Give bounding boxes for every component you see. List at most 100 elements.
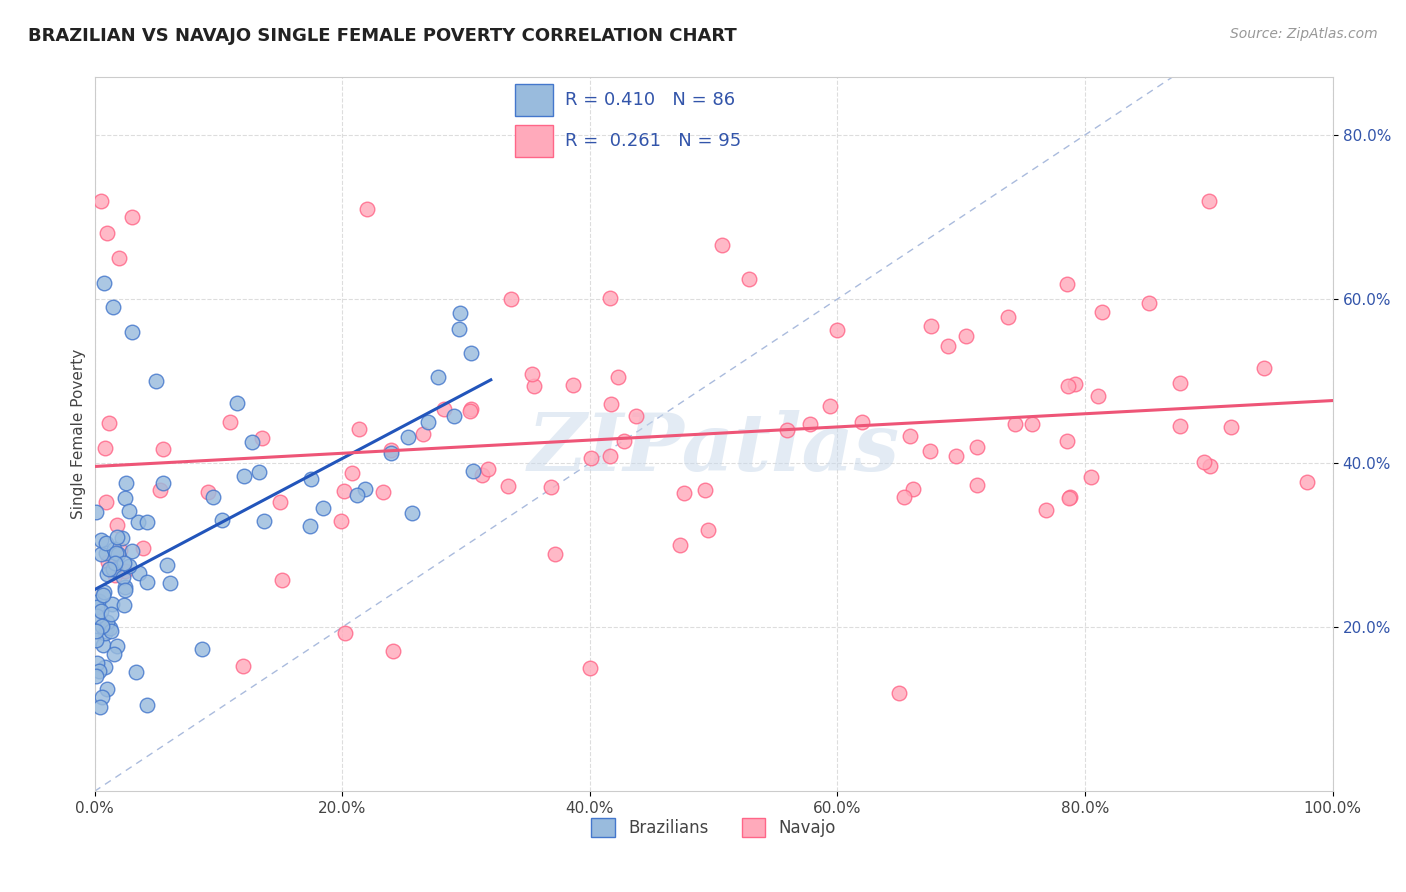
Point xyxy=(91,690,114,704)
Point xyxy=(997,310,1019,325)
Point xyxy=(898,428,921,442)
Point xyxy=(461,464,484,478)
Point xyxy=(447,322,470,336)
Point xyxy=(607,370,630,384)
Point xyxy=(114,564,136,578)
Point xyxy=(111,531,134,545)
Point xyxy=(96,495,118,509)
Point xyxy=(96,615,118,630)
Point xyxy=(373,485,395,500)
Point xyxy=(125,665,148,679)
Text: BRAZILIAN VS NAVAJO SINGLE FEMALE POVERTY CORRELATION CHART: BRAZILIAN VS NAVAJO SINGLE FEMALE POVERT… xyxy=(28,27,737,45)
Point xyxy=(91,638,114,652)
Point xyxy=(673,486,696,500)
Point xyxy=(97,416,120,430)
Point xyxy=(920,444,942,458)
Point xyxy=(1056,434,1078,449)
Point xyxy=(271,574,294,588)
Point xyxy=(110,543,132,558)
Point xyxy=(599,449,621,463)
Point xyxy=(159,575,181,590)
Point xyxy=(112,598,135,612)
Point xyxy=(330,514,353,528)
Point xyxy=(354,482,377,496)
Point xyxy=(920,319,942,334)
Point xyxy=(312,500,335,515)
Point xyxy=(128,566,150,581)
Point xyxy=(100,621,122,635)
FancyBboxPatch shape xyxy=(516,84,553,116)
Point xyxy=(152,442,174,456)
Point xyxy=(84,624,107,639)
Point xyxy=(96,682,118,697)
Point xyxy=(114,491,136,505)
Point xyxy=(520,368,543,382)
Point xyxy=(226,395,249,409)
Y-axis label: Single Female Poverty: Single Female Poverty xyxy=(72,350,86,519)
Point xyxy=(477,461,499,475)
Point xyxy=(96,620,118,634)
Point xyxy=(1059,491,1081,505)
Point xyxy=(93,585,115,599)
Point xyxy=(101,562,124,576)
Point xyxy=(599,291,621,305)
Point xyxy=(127,516,149,530)
Point xyxy=(579,451,602,466)
Point xyxy=(232,658,254,673)
Text: Source: ZipAtlas.com: Source: ZipAtlas.com xyxy=(1230,27,1378,41)
Point xyxy=(1090,305,1112,319)
Point xyxy=(242,435,264,450)
Point xyxy=(449,306,471,320)
Point xyxy=(818,399,841,413)
Point xyxy=(86,656,108,670)
Text: ZIPatlas: ZIPatlas xyxy=(527,410,900,487)
Point xyxy=(114,580,136,594)
Point xyxy=(298,518,321,533)
Point xyxy=(104,568,127,582)
Point xyxy=(136,698,159,712)
Point xyxy=(84,505,107,519)
Text: R =  0.261   N = 95: R = 0.261 N = 95 xyxy=(565,132,741,150)
Point xyxy=(380,443,402,458)
Point xyxy=(471,468,494,483)
Point xyxy=(1253,361,1275,376)
Point xyxy=(889,686,911,700)
Point xyxy=(250,431,273,445)
Point xyxy=(152,476,174,491)
Point xyxy=(90,547,112,561)
Point xyxy=(94,660,117,674)
Point xyxy=(97,555,120,569)
Point xyxy=(1080,470,1102,484)
Point xyxy=(966,440,988,454)
Point xyxy=(333,625,356,640)
Point xyxy=(89,699,111,714)
Point xyxy=(1057,491,1080,505)
Point xyxy=(1056,379,1078,393)
Point xyxy=(247,465,270,479)
Point xyxy=(1021,417,1043,431)
Point xyxy=(624,409,647,423)
Point xyxy=(91,589,114,603)
Point xyxy=(94,442,117,456)
Point xyxy=(136,575,159,590)
Point xyxy=(94,625,117,640)
Point xyxy=(936,339,959,353)
Point xyxy=(84,632,107,647)
Point xyxy=(96,567,118,582)
Point xyxy=(955,328,977,343)
Point xyxy=(132,541,155,555)
Point xyxy=(1056,277,1078,291)
Point xyxy=(105,546,128,560)
Point xyxy=(86,600,108,615)
Point xyxy=(98,562,121,576)
Point xyxy=(1198,194,1220,208)
Text: R = 0.410   N = 86: R = 0.410 N = 86 xyxy=(565,91,735,109)
Point xyxy=(1168,419,1191,434)
Point xyxy=(333,483,356,498)
Point xyxy=(86,609,108,624)
Point xyxy=(401,507,423,521)
Point xyxy=(112,556,135,570)
Point xyxy=(100,607,122,621)
Point xyxy=(101,300,124,314)
Point xyxy=(103,647,125,661)
